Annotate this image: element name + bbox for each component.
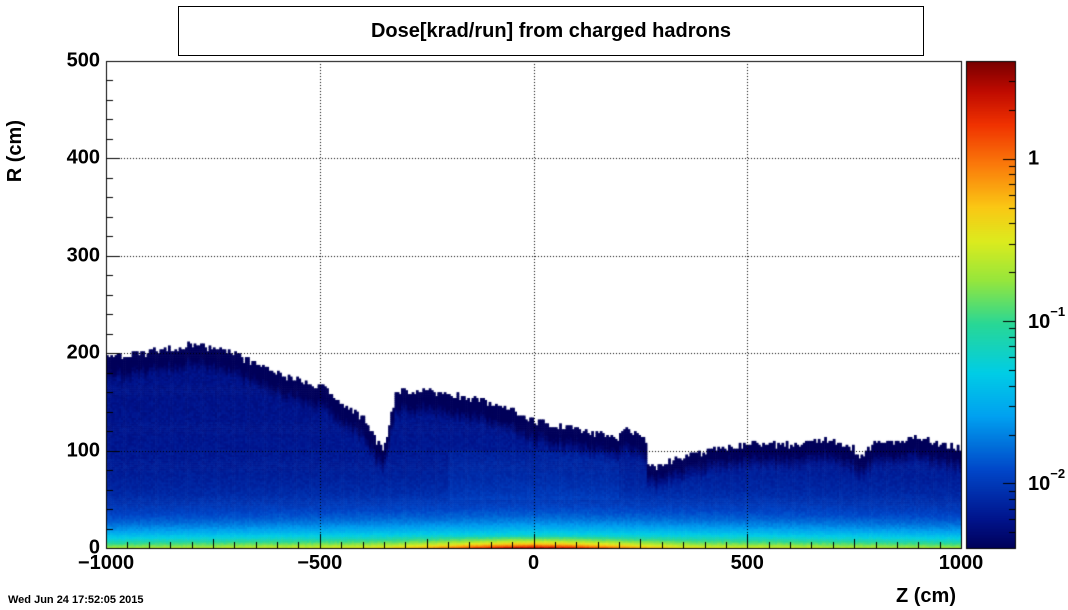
y-tick-label: 200	[66, 341, 100, 364]
x-tick-label: −500	[297, 552, 343, 574]
y-axis-title: R (cm)	[4, 120, 26, 183]
x-tick-label: 0	[527, 552, 540, 574]
color-scale-tick-label: 1	[1028, 147, 1040, 170]
x-tick-label: 1000	[938, 552, 984, 574]
timestamp: Wed Jun 24 17:52:05 2015	[8, 594, 144, 606]
y-tick-label: 400	[66, 146, 100, 169]
chart-title: Dose[krad/run] from charged hadrons	[178, 6, 924, 56]
color-scale-tick-label: 10−1	[1028, 304, 1066, 333]
x-axis-title: Z (cm)	[896, 585, 956, 607]
y-tick-label: 500	[66, 49, 100, 72]
y-tick-label: 100	[66, 439, 100, 462]
color-scale-tick-label: 10−2	[1028, 466, 1066, 496]
x-tick-label: −1000	[77, 552, 135, 574]
y-tick-label: 300	[66, 244, 100, 267]
y-tick-label: 0	[88, 536, 100, 559]
x-tick-label: 500	[730, 552, 764, 574]
